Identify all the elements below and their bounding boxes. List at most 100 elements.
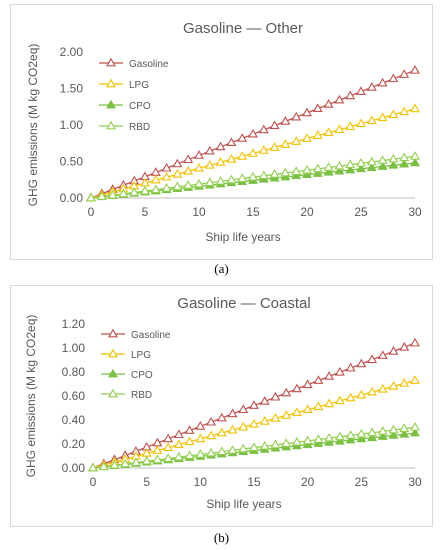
chart-a-y-tick-label: 0.00 xyxy=(60,191,84,205)
chart-b-point-rbd xyxy=(291,436,302,446)
chart-b-point-rbd xyxy=(130,457,141,466)
chart-b-point-cpo xyxy=(345,434,356,444)
chart-a-point-cpo xyxy=(302,169,312,178)
chart-b-point-gasoline xyxy=(334,366,345,376)
chart-a-point-gasoline xyxy=(226,137,237,147)
chart-a-x-axis-label: Ship life years xyxy=(205,230,280,244)
chart-b-point-rbd xyxy=(206,447,217,457)
chart-a-point-gasoline xyxy=(388,73,399,83)
chart-a-point-gasoline xyxy=(215,141,226,151)
chart-a-x-tick-label: 10 xyxy=(192,205,206,219)
chart-a-point-rbd xyxy=(399,152,410,162)
chart-a-point-gasoline xyxy=(366,82,377,91)
chart-b-point-lpg xyxy=(152,445,163,454)
chart-b-point-lpg xyxy=(249,418,259,428)
chart-b-point-rbd xyxy=(249,442,259,452)
chart-a-legend-marker-rbd xyxy=(106,120,116,130)
chart-b-point-rbd xyxy=(227,445,238,454)
chart-b-point-lpg xyxy=(399,378,410,387)
chart-b-legend-marker-cpo xyxy=(108,368,118,378)
chart-b-point-gasoline xyxy=(410,337,420,347)
chart-a-point-lpg xyxy=(161,171,172,181)
chart-a-point-cpo xyxy=(334,165,345,175)
chart-b-point-lpg xyxy=(345,392,356,402)
chart-a-legend-label-cpo: CPO xyxy=(129,101,151,112)
caption-b: (b) xyxy=(213,530,230,545)
chart-a-y-tick-label: 0.50 xyxy=(60,155,84,169)
chart-b-point-gasoline xyxy=(302,379,313,389)
chart-b-point-gasoline xyxy=(345,362,356,372)
chart-a-point-rbd xyxy=(237,173,248,182)
chart-b-y-axis-label: GHG emissions (M kg CO2eq) xyxy=(24,315,38,478)
chart-b-point-gasoline xyxy=(377,350,388,359)
chart-b-point-lpg xyxy=(238,421,249,431)
chart-a-point-rbd xyxy=(366,156,377,166)
chart-b-point-lpg xyxy=(324,398,335,408)
chart-a-point-gasoline xyxy=(204,145,215,155)
chart-b-point-rbd xyxy=(141,455,152,465)
chart-b-legend-marker-lpg xyxy=(108,348,118,358)
chart-b-x-tick-label: 5 xyxy=(143,475,150,489)
chart-a-point-gasoline xyxy=(237,133,248,142)
chart-b-point-gasoline xyxy=(259,396,270,405)
chart-b-point-rbd xyxy=(88,462,98,472)
chart-b-point-gasoline xyxy=(227,408,238,418)
chart-a-point-gasoline xyxy=(269,120,280,129)
chart-a-point-lpg xyxy=(399,106,410,116)
chart-b-point-rbd xyxy=(259,440,270,450)
chart-b-point-rbd xyxy=(388,424,399,434)
chart-a-point-gasoline xyxy=(410,65,420,74)
chart-b-point-cpo xyxy=(388,430,399,439)
chart-b-point-rbd xyxy=(109,459,120,469)
chart-b-legend-label-cpo: CPO xyxy=(131,370,153,381)
chart-a-point-gasoline xyxy=(302,107,312,117)
chart-a-x-tick-label: 30 xyxy=(408,205,422,219)
chart-a-point-lpg xyxy=(366,115,377,125)
chart-b-point-gasoline xyxy=(399,341,410,351)
chart-a-point-gasoline xyxy=(291,111,302,121)
chart-a-point-cpo xyxy=(377,161,388,170)
chart-a-point-gasoline xyxy=(323,99,334,108)
chart-a-point-lpg xyxy=(334,124,345,134)
caption-a: (a) xyxy=(214,261,229,276)
chart-b-point-rbd xyxy=(216,446,227,456)
chart-a-point-lpg xyxy=(172,168,183,178)
chart-a-point-lpg xyxy=(194,162,204,172)
chart-b-point-gasoline xyxy=(173,429,184,439)
chart-a-x-tick-label: 25 xyxy=(354,205,368,219)
chart-b-legend-label-gasoline: Gasoline xyxy=(131,330,171,341)
chart-a-svg: Gasoline — Other 0.00 0.50 1.00 1.50 2.00 0 5 10… xyxy=(26,20,422,244)
chart-a-point-rbd xyxy=(345,159,356,169)
chart-a-point-rbd xyxy=(204,177,215,187)
chart-b-point-lpg xyxy=(334,395,345,405)
chart-a-point-lpg xyxy=(345,121,356,131)
chart-b-point-rbd xyxy=(345,430,356,439)
chart-b-x-tick-label: 25 xyxy=(355,475,369,489)
chart-a-point-rbd xyxy=(258,170,269,180)
chart-a-point-gasoline xyxy=(161,162,172,172)
chart-b-point-rbd xyxy=(120,458,131,468)
chart-b-legend-marker-rbd xyxy=(108,388,118,398)
chart-b-point-lpg xyxy=(227,424,238,434)
chart-b-point-rbd xyxy=(98,461,109,470)
chart-a-point-cpo xyxy=(366,162,377,171)
chart-a-point-gasoline xyxy=(377,77,388,87)
chart-a-point-lpg xyxy=(323,127,334,136)
chart-a-point-lpg xyxy=(291,136,302,145)
chart-b-point-lpg xyxy=(410,375,420,384)
chart-a-point-rbd xyxy=(226,174,237,184)
chart-a-point-rbd xyxy=(150,184,161,194)
chart-a-point-rbd xyxy=(248,171,258,181)
chart-a-point-rbd xyxy=(388,153,399,163)
chart-b-y-tick-label: 0.40 xyxy=(62,413,86,427)
chart-b-point-cpo xyxy=(367,432,378,442)
chart-b-x-tick-label: 0 xyxy=(90,475,97,489)
chart-b-point-rbd xyxy=(184,450,195,460)
chart-a-legend-marker-cpo xyxy=(106,99,116,109)
chart-a-point-rbd xyxy=(215,176,226,185)
chart-b-point-lpg xyxy=(367,386,378,396)
chart-b-point-rbd xyxy=(195,449,206,458)
chart-b-x-tick-label: 20 xyxy=(301,475,315,489)
chart-a-x-tick-label: 0 xyxy=(88,205,95,219)
chart-a-point-lpg xyxy=(312,130,323,139)
